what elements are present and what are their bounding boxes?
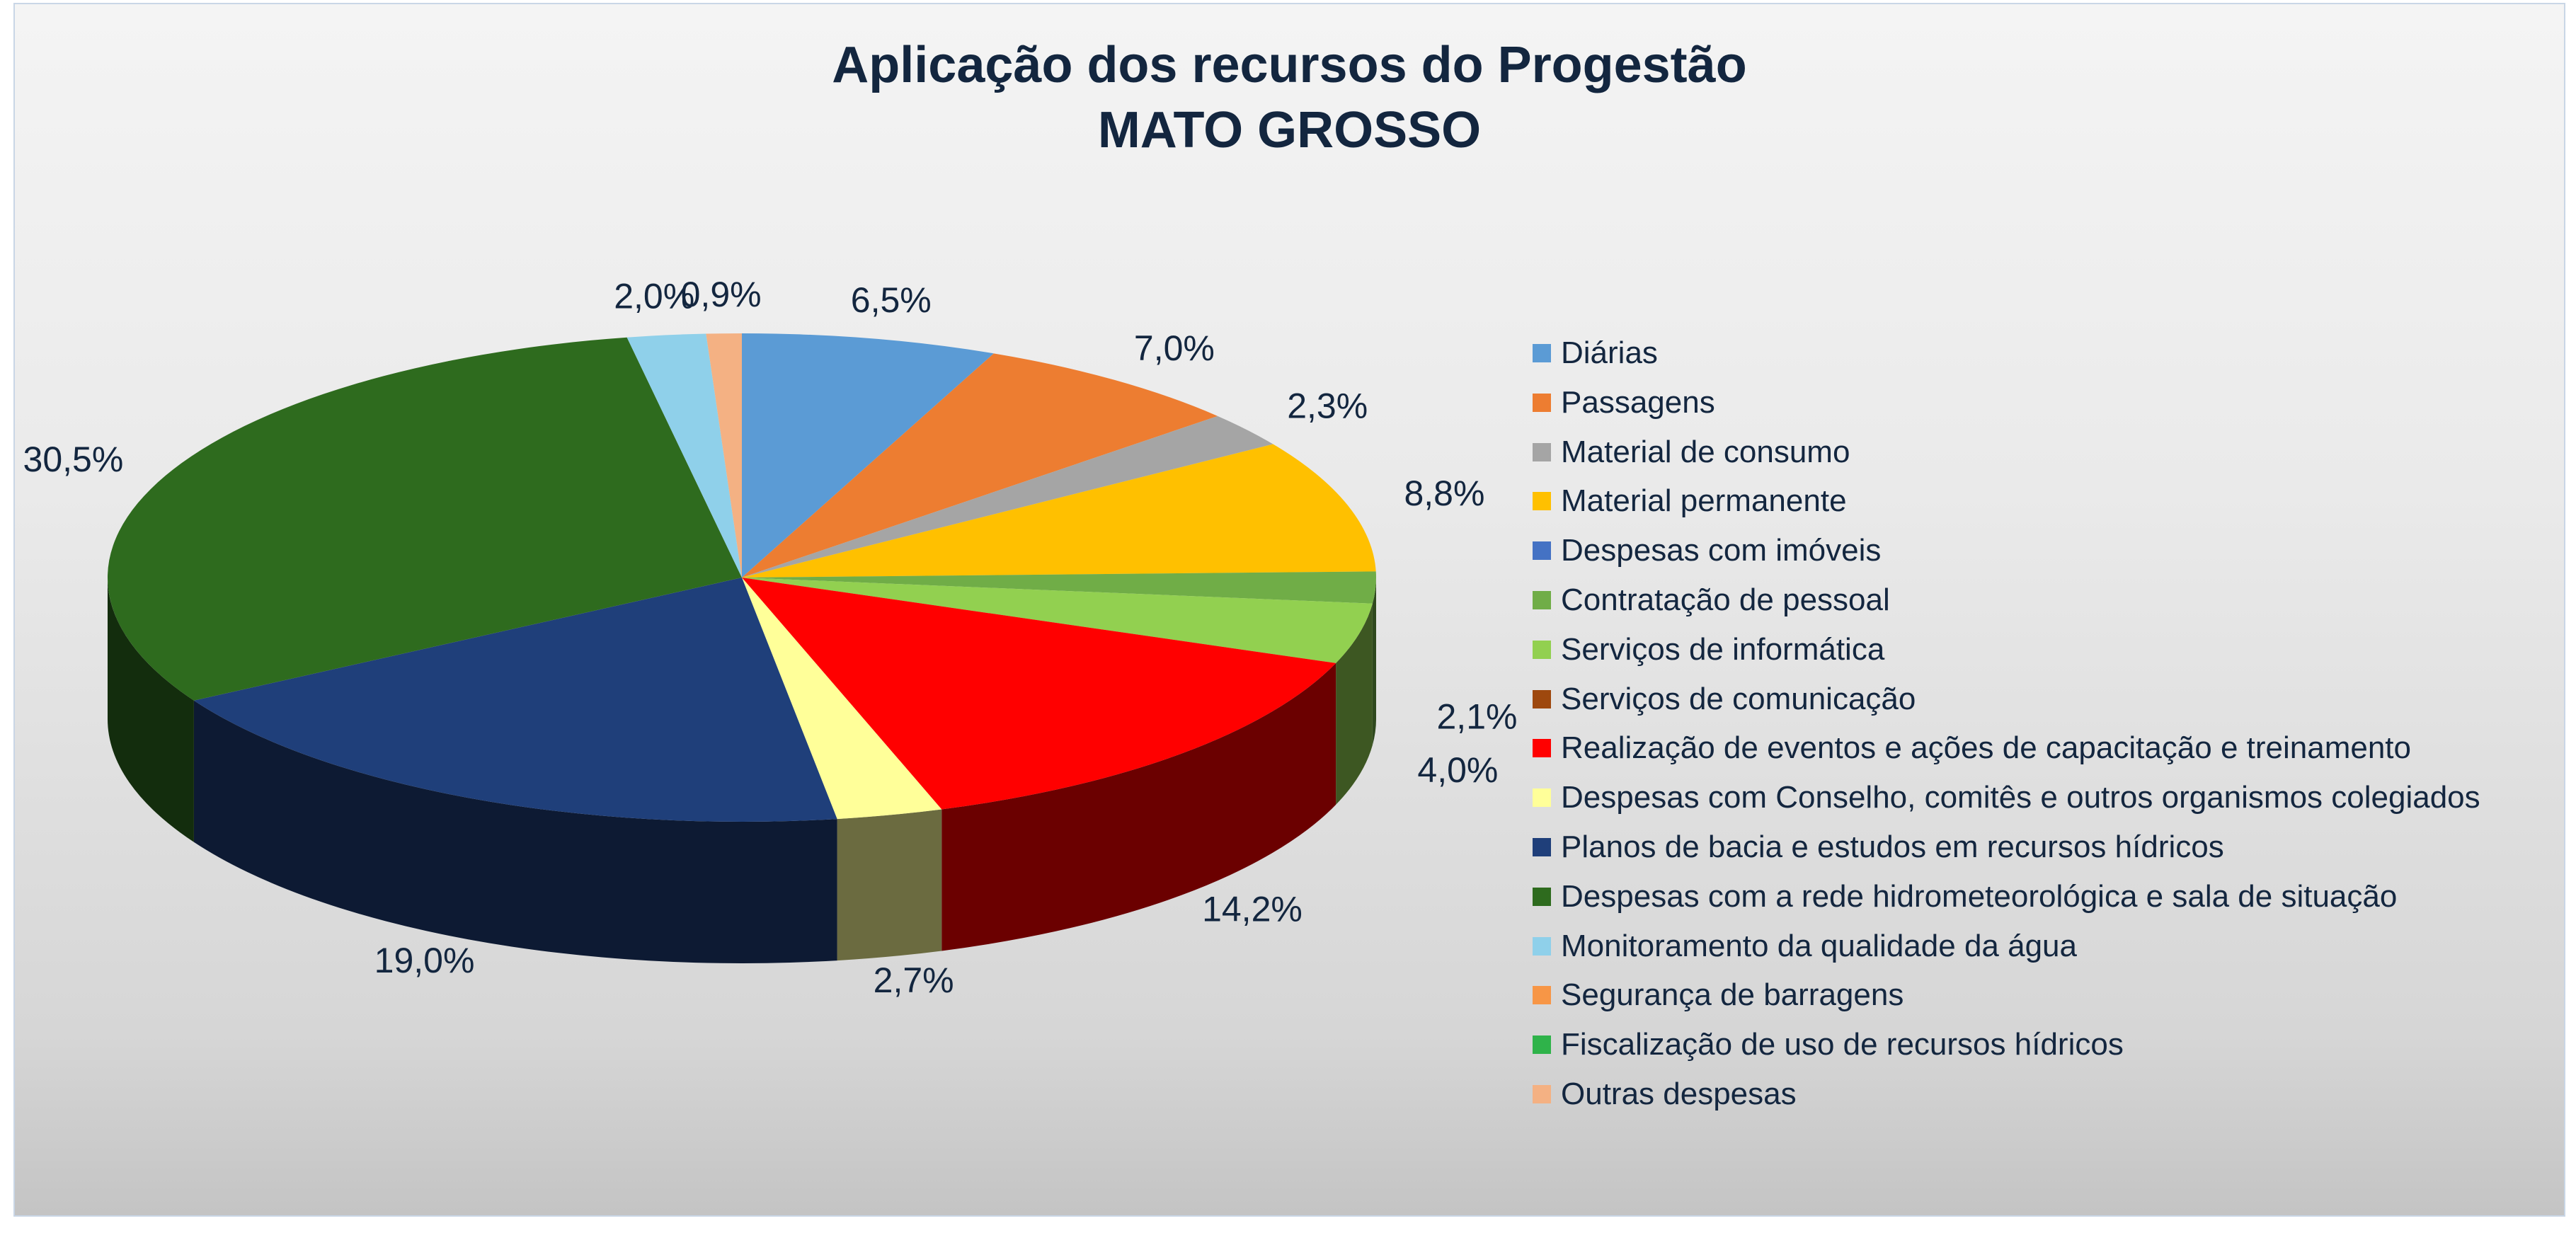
legend-swatch	[1533, 344, 1551, 362]
pie-slice-servicos-de-informatica	[742, 578, 1373, 663]
pie-side-realizacao-de-eventos-e-acoes-de-capacitacao-e-treinamento	[941, 662, 1336, 951]
legend-swatch	[1533, 442, 1551, 461]
legend-swatch	[1533, 640, 1551, 659]
legend-label: Serviços de informática	[1561, 631, 1885, 667]
data-label-servicos-de-informatica: 4,0%	[1417, 750, 1498, 790]
chart-title: Aplicação dos recursos do Progestão MATO…	[15, 33, 2564, 163]
legend-label: Fiscalização de uso de recursos hídricos	[1561, 1027, 2124, 1062]
pie-slice-material-permanente	[742, 444, 1376, 578]
legend-label: Diárias	[1561, 335, 1658, 370]
legend-swatch	[1533, 590, 1551, 609]
pie-side-servicos-de-informatica	[1336, 603, 1373, 805]
pie-side-planos-de-bacia-e-estudos-em-recursos-hidricos	[193, 700, 837, 963]
chart-title-line2: MATO GROSSO	[1097, 102, 1482, 159]
pie-side-despesas-com-conselho-comites-e-outros-organismos-colegiados	[837, 809, 942, 961]
data-label-planos-de-bacia-e-estudos-em-recursos-hidricos: 19,0%	[374, 941, 475, 980]
data-label-realizacao-de-eventos-e-acoes-de-capacitacao-e-treinamento: 14,2%	[1202, 889, 1303, 929]
pie-top-faces	[107, 333, 1376, 822]
chart-title-line1: Aplicação dos recursos do Progestão	[832, 37, 1747, 93]
legend-swatch	[1533, 887, 1551, 906]
legend-label: Planos de bacia e estudos em recursos hí…	[1561, 829, 2224, 864]
pie-slice-despesas-com-conselho-comites-e-outros-organismos-colegiados	[742, 578, 942, 820]
data-label-monitoramento-da-qualidade-da-agua: 2,0%	[614, 277, 694, 316]
legend-swatch	[1533, 1035, 1551, 1055]
data-label-contratacao-de-pessoal: 2,1%	[1437, 696, 1518, 736]
data-label-diarias: 6,5%	[851, 280, 932, 320]
data-label-despesas-com-a-rede-hidrometeorologica-e-sala-de-situacao: 30,5%	[23, 440, 124, 479]
legend-label: Outras despesas	[1561, 1076, 1797, 1111]
legend-label: Despesas com Conselho, comitês e outros …	[1561, 780, 2480, 815]
pie-slice-passagens	[742, 353, 1218, 578]
pie-slice-contratacao-de-pessoal	[742, 571, 1376, 604]
legend-label: Monitoramento da qualidade da água	[1561, 928, 2077, 963]
legend-swatch	[1533, 936, 1551, 956]
pie-slice-outras-despesas	[706, 333, 742, 578]
legend-swatch	[1533, 788, 1551, 808]
legend-label: Passagens	[1561, 384, 1715, 420]
legend-swatch	[1533, 492, 1551, 511]
legend-swatch	[1533, 739, 1551, 758]
legend-label: Contratação de pessoal	[1561, 582, 1890, 617]
legend-label: Realização de eventos e ações de capacit…	[1561, 730, 2411, 766]
data-label-material-permanente: 8,8%	[1404, 474, 1484, 513]
legend-swatch	[1533, 541, 1551, 561]
legend-label: Segurança de barragens	[1561, 977, 1904, 1013]
legend-swatch	[1533, 689, 1551, 708]
legend-label: Material permanente	[1561, 483, 1847, 519]
pie-slice-realizacao-de-eventos-e-acoes-de-capacitacao-e-treinamento	[742, 578, 1336, 810]
legend-swatch	[1533, 1084, 1551, 1103]
legend-label: Material de consumo	[1561, 434, 1850, 469]
pie-side-contratacao-de-pessoal	[1372, 578, 1376, 745]
pie-slice-material-de-consumo	[742, 415, 1273, 578]
legend-swatch	[1533, 393, 1551, 412]
data-label-material-de-consumo: 2,3%	[1287, 386, 1368, 426]
legend-swatch	[1533, 837, 1551, 856]
legend-label: Despesas com a rede hidrometeorológica e…	[1561, 878, 2398, 914]
pie-side-walls	[108, 578, 1376, 963]
pie-side-despesas-com-a-rede-hidrometeorologica-e-sala-de-situacao	[108, 578, 194, 842]
pie-data-labels: 6,5% 7,0% 2,3% 8,8% 2,1% 4,0% 14,2% 2,7% 19,0% 30…	[23, 275, 1518, 1000]
legend-swatch	[1533, 986, 1551, 1005]
legend-label: Serviços de comunicação	[1561, 681, 1916, 716]
pie-slice-diarias	[742, 333, 994, 578]
pie-slice-planos-de-bacia-e-estudos-em-recursos-hidricos	[193, 578, 837, 822]
pie-slice-monitoramento-da-qualidade-da-agua	[626, 333, 742, 578]
data-label-outras-despesas: 0,9%	[681, 275, 762, 314]
legend-label: Despesas com imóveis	[1561, 533, 1882, 568]
pie-slice-despesas-com-a-rede-hidrometeorologica-e-sala-de-situacao	[107, 337, 743, 701]
data-label-despesas-com-conselho-comites-e-outros-organismos-colegiados: 2,7%	[874, 960, 954, 1000]
data-label-passagens: 7,0%	[1134, 328, 1215, 368]
